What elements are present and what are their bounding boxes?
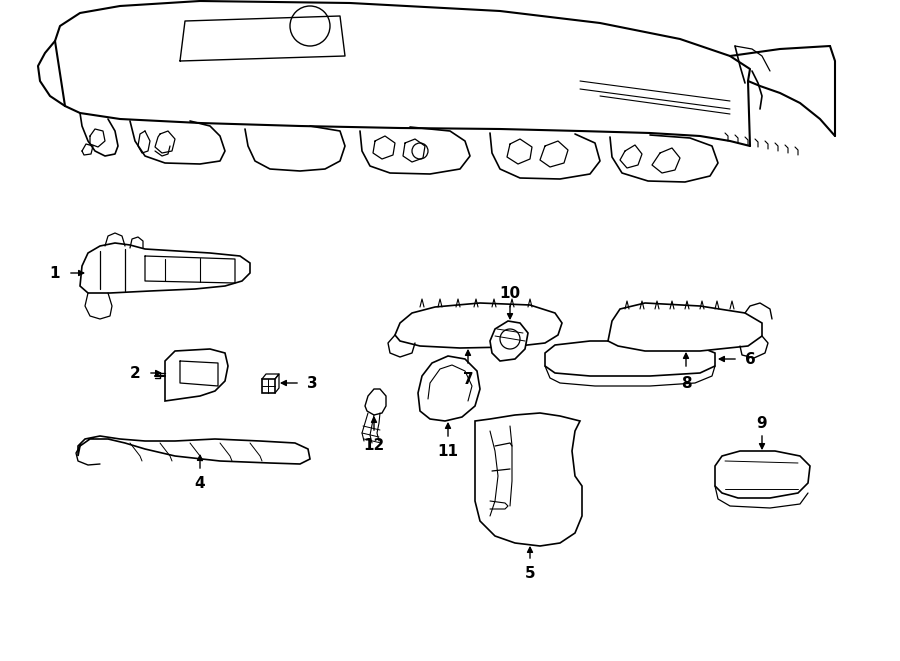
Text: 8: 8 — [680, 375, 691, 391]
Text: 11: 11 — [437, 444, 458, 459]
Text: 4: 4 — [194, 475, 205, 490]
Text: 9: 9 — [757, 416, 768, 430]
Polygon shape — [715, 451, 810, 498]
Text: 3: 3 — [307, 375, 318, 391]
Polygon shape — [395, 303, 562, 348]
Text: 7: 7 — [463, 371, 473, 387]
Polygon shape — [418, 356, 480, 421]
Polygon shape — [80, 243, 250, 293]
Polygon shape — [78, 436, 310, 464]
Text: 10: 10 — [500, 286, 520, 301]
Text: 1: 1 — [50, 266, 60, 280]
Text: 6: 6 — [744, 352, 755, 366]
Polygon shape — [165, 349, 228, 401]
Text: 2: 2 — [130, 366, 140, 381]
Polygon shape — [608, 303, 762, 351]
Polygon shape — [545, 341, 715, 376]
Text: 12: 12 — [364, 438, 384, 453]
Polygon shape — [475, 413, 582, 546]
Polygon shape — [365, 389, 386, 415]
Text: 5: 5 — [525, 566, 535, 580]
Polygon shape — [490, 321, 528, 361]
Polygon shape — [262, 379, 275, 393]
